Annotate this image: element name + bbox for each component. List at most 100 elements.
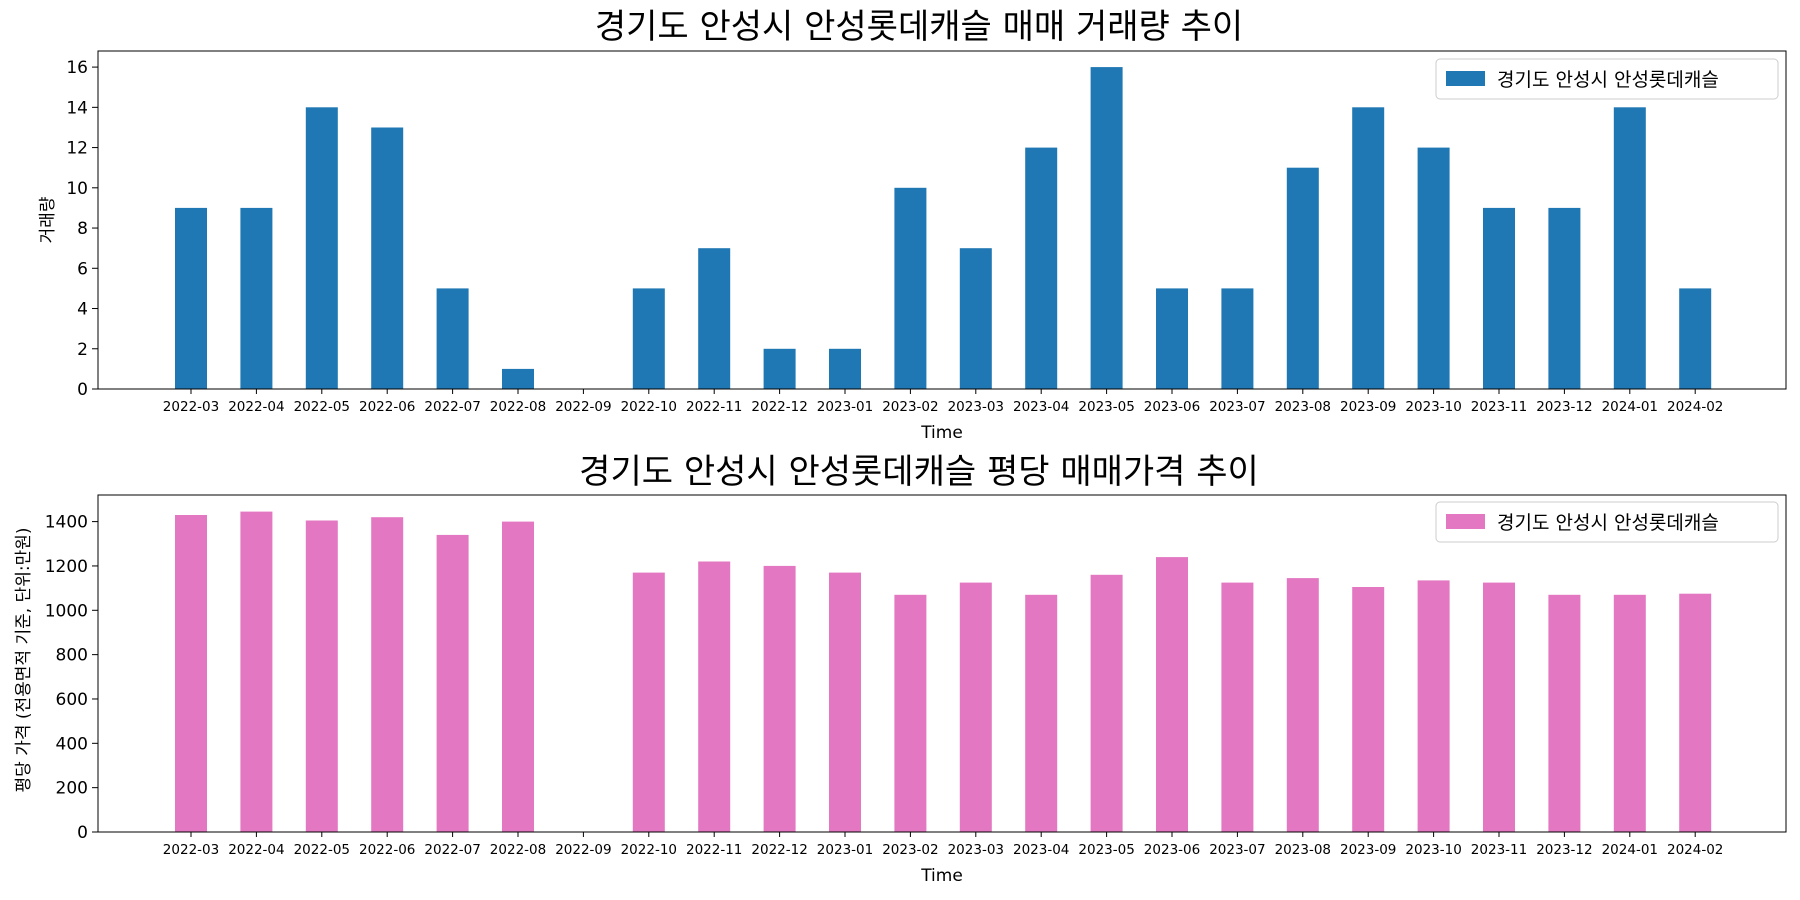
price-x-tick-label-2023-06: 2023-06 <box>1144 842 1200 858</box>
volume-bar-2023-04 <box>1025 147 1058 389</box>
price-x-tick-label-2023-08: 2023-08 <box>1275 842 1331 858</box>
price-bar-2022-10 <box>632 572 665 832</box>
volume-chart: 경기도 안성시 안성롯데캐슬 매매 거래량 추이 0 2 4 6 8 10 12 14 16 2… <box>38 7 1787 443</box>
price-x-tick-label-2023-03: 2023-03 <box>948 842 1004 858</box>
price-x-tick-label-2023-05: 2023-05 <box>1078 842 1134 858</box>
volume-x-tick-label-2023-04: 2023-04 <box>1013 399 1069 415</box>
price-x-tick-label-2023-10: 2023-10 <box>1405 842 1461 858</box>
volume-x-tick-label-2022-10: 2022-10 <box>621 399 677 415</box>
price-x-tick-label-2022-08: 2022-08 <box>490 842 546 858</box>
price-bar-2022-11 <box>698 561 731 832</box>
volume-bar-2024-02 <box>1679 288 1712 389</box>
volume-x-tick-label-2024-01: 2024-01 <box>1602 399 1658 415</box>
price-x-tick-label-2023-02: 2023-02 <box>882 842 938 858</box>
volume-bar-2022-06 <box>371 127 404 389</box>
volume-x-tick-label-2022-11: 2022-11 <box>686 399 742 415</box>
price-x-ticks: 2022-03 2022-04 2022-05 2022-06 2022-07 2022-… <box>163 832 1723 858</box>
volume-x-tick-label-2022-07: 2022-07 <box>424 399 480 415</box>
volume-x-tick-label-2024-02: 2024-02 <box>1667 399 1723 415</box>
price-y-tick-label-400: 400 <box>56 734 88 754</box>
price-legend: 경기도 안성시 안성롯데캐슬 <box>1435 501 1779 543</box>
volume-bar-2023-05 <box>1090 67 1123 389</box>
volume-x-tick-label-2023-07: 2023-07 <box>1209 399 1265 415</box>
volume-bar-2023-02 <box>894 187 927 389</box>
volume-bar-2023-03 <box>959 248 992 389</box>
price-bar-2022-08 <box>502 521 534 832</box>
price-x-tick-label-2022-10: 2022-10 <box>621 842 677 858</box>
price-y-tick-label-1400: 1400 <box>45 513 88 533</box>
volume-x-tick-label-2023-05: 2023-05 <box>1078 399 1134 415</box>
price-x-tick-label-2023-09: 2023-09 <box>1340 842 1396 858</box>
volume-bar-2023-09 <box>1352 107 1385 390</box>
price-x-tick-label-2022-06: 2022-06 <box>359 842 415 858</box>
volume-x-tick-label-2023-11: 2023-11 <box>1471 399 1527 415</box>
price-y-ticks: 0 200 400 600 800 1000 1200 1400 <box>45 513 98 843</box>
price-bars <box>175 511 1712 832</box>
volume-bars <box>175 67 1712 390</box>
price-plot-frame <box>97 494 1787 833</box>
price-x-tick-label-2022-11: 2022-11 <box>686 842 742 858</box>
price-x-tick-label-2023-12: 2023-12 <box>1536 842 1592 858</box>
price-bar-2023-02 <box>894 594 927 832</box>
volume-bar-2022-07 <box>436 288 469 389</box>
price-legend-swatch <box>1446 514 1485 529</box>
volume-x-tick-label-2022-12: 2022-12 <box>751 399 807 415</box>
volume-y-tick-label-2: 2 <box>77 340 88 360</box>
volume-x-axis-label: Time <box>920 423 963 443</box>
volume-y-axis-label: 거래량 <box>38 196 58 243</box>
price-y-tick-label-800: 800 <box>56 646 88 666</box>
price-x-tick-label-2022-12: 2022-12 <box>751 842 807 858</box>
price-y-tick-label-1200: 1200 <box>45 557 88 577</box>
price-y-tick-label-200: 200 <box>56 779 88 799</box>
price-y-tick-label-600: 600 <box>56 690 88 710</box>
price-legend-label: 경기도 안성시 안성롯데캐슬 <box>1497 512 1719 534</box>
volume-x-tick-label-2022-05: 2022-05 <box>294 399 350 415</box>
price-x-tick-label-2024-02: 2024-02 <box>1667 842 1723 858</box>
volume-chart-title: 경기도 안성시 안성롯데캐슬 매매 거래량 추이 <box>595 7 1243 47</box>
volume-y-tick-label-10: 10 <box>66 179 88 199</box>
price-x-tick-label-2023-07: 2023-07 <box>1209 842 1265 858</box>
price-bar-2023-09 <box>1352 587 1385 832</box>
volume-x-tick-label-2022-04: 2022-04 <box>228 399 284 415</box>
price-bar-2023-11 <box>1483 582 1515 832</box>
volume-bar-2023-08 <box>1286 167 1319 389</box>
volume-bar-2022-05 <box>305 107 338 390</box>
volume-bar-2022-04 <box>240 207 273 389</box>
volume-y-tick-label-12: 12 <box>66 139 88 159</box>
price-bar-2023-08 <box>1286 578 1319 832</box>
volume-x-tick-label-2023-10: 2023-10 <box>1405 399 1461 415</box>
price-x-axis-label: Time <box>920 866 963 886</box>
volume-y-tick-label-0: 0 <box>77 380 88 400</box>
volume-bar-2024-01 <box>1613 107 1646 390</box>
price-bar-2022-04 <box>240 511 273 832</box>
price-x-tick-label-2023-01: 2023-01 <box>817 842 873 858</box>
volume-bar-2023-12 <box>1548 207 1581 389</box>
price-x-tick-label-2022-05: 2022-05 <box>294 842 350 858</box>
volume-x-tick-label-2023-02: 2023-02 <box>882 399 938 415</box>
volume-x-tick-label-2023-01: 2023-01 <box>817 399 873 415</box>
price-y-tick-label-1000: 1000 <box>45 601 88 621</box>
price-x-tick-label-2022-09: 2022-09 <box>555 842 611 858</box>
volume-y-tick-label-4: 4 <box>77 300 88 320</box>
volume-bar-2022-12 <box>763 348 796 389</box>
price-x-tick-label-2023-11: 2023-11 <box>1471 842 1527 858</box>
price-bar-2022-06 <box>371 517 404 832</box>
price-bar-2023-12 <box>1548 594 1581 832</box>
volume-legend: 경기도 안성시 안성롯데캐슬 <box>1435 58 1779 100</box>
price-chart-title: 경기도 안성시 안성롯데캐슬 평당 매매가격 추이 <box>579 452 1259 492</box>
volume-bar-2023-07 <box>1221 288 1254 389</box>
volume-bar-2022-03 <box>175 207 207 389</box>
volume-bar-2022-08 <box>502 368 534 389</box>
price-legend-frame <box>1435 501 1779 543</box>
price-bar-2022-12 <box>763 565 796 832</box>
price-bar-2023-06 <box>1156 557 1188 832</box>
price-bar-2023-10 <box>1417 580 1450 832</box>
price-x-tick-label-2022-03: 2022-03 <box>163 842 219 858</box>
price-bar-2022-03 <box>175 515 207 832</box>
volume-x-tick-label-2023-08: 2023-08 <box>1275 399 1331 415</box>
volume-bar-2022-10 <box>632 288 665 389</box>
volume-y-tick-label-6: 6 <box>77 259 88 279</box>
volume-bar-2023-01 <box>829 348 861 389</box>
volume-y-ticks: 0 2 4 6 8 10 12 14 16 <box>66 58 98 400</box>
